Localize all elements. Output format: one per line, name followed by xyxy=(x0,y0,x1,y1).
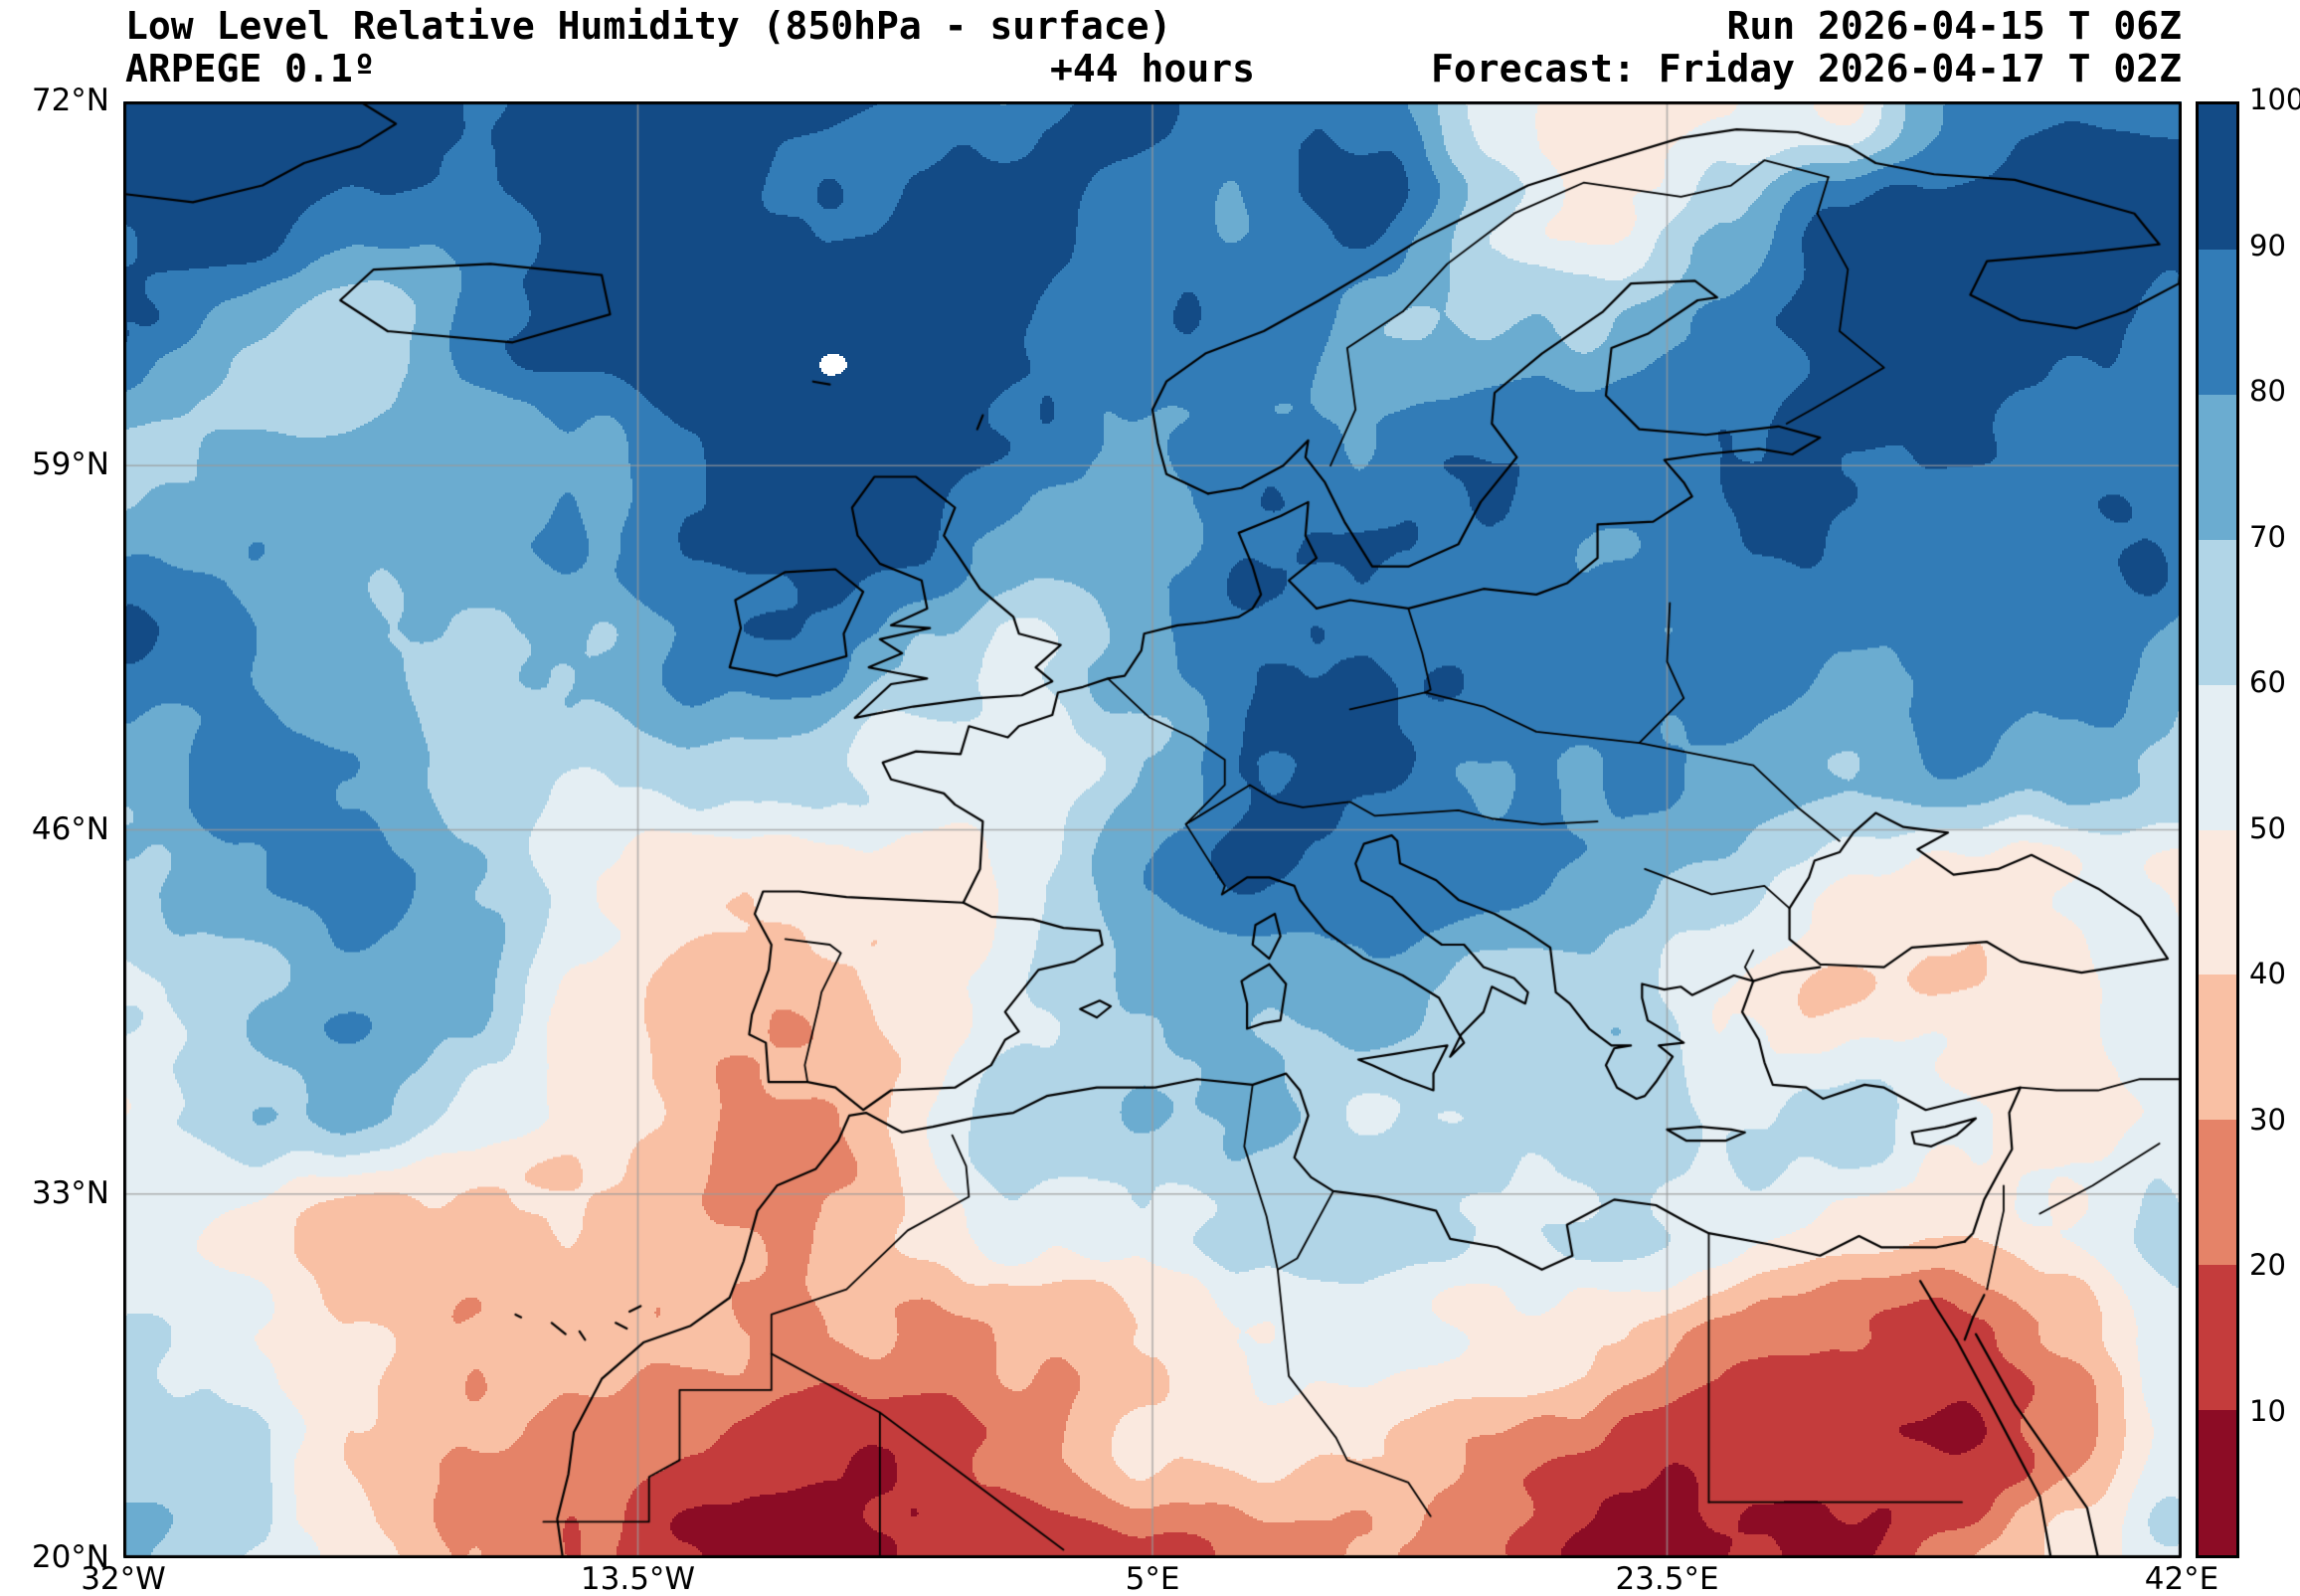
colorbar-tick-label: 40 xyxy=(2249,957,2286,990)
colorbar-segment xyxy=(2199,104,2236,250)
y-axis-tick-label: 20°N xyxy=(31,1539,109,1575)
colorbar-segment xyxy=(2199,394,2236,540)
colorbar-segment xyxy=(2199,684,2236,830)
y-axis-tick-label: 59°N xyxy=(31,446,109,483)
model-label: ARPEGE 0.1º xyxy=(125,47,376,90)
forecast-label: Forecast: Friday 2026-04-17 T 02Z xyxy=(1431,47,2182,90)
chart-title: Low Level Relative Humidity (850hPa - su… xyxy=(125,4,1172,48)
colorbar-tick-label: 80 xyxy=(2249,374,2286,408)
colorbar xyxy=(2196,101,2239,1558)
colorbar-segment xyxy=(2199,1265,2236,1411)
x-axis-tick-label: 42°E xyxy=(2144,1561,2219,1596)
y-axis-tick-label: 46°N xyxy=(31,810,109,847)
x-axis-tick-label: 32°W xyxy=(81,1561,166,1596)
colorbar-tick-label: 70 xyxy=(2249,519,2286,554)
colorbar-segment xyxy=(2199,539,2236,685)
colorbar-tick-label: 90 xyxy=(2249,228,2286,263)
colorbar-tick-label: 100 xyxy=(2249,83,2300,116)
colorbar-tick-label: 10 xyxy=(2249,1393,2286,1428)
colorbar-tick-label: 30 xyxy=(2249,1102,2286,1137)
colorbar-tick-label: 50 xyxy=(2249,810,2286,845)
map-overlay-canvas xyxy=(123,101,2182,1558)
y-axis-tick-label: 33°N xyxy=(31,1174,109,1211)
x-axis-tick-label: 13.5°W xyxy=(580,1561,696,1596)
colorbar-segment xyxy=(2199,1410,2236,1556)
map-plot-area xyxy=(123,101,2182,1558)
colorbar-segment xyxy=(2199,975,2236,1121)
colorbar-segment xyxy=(2199,1120,2236,1266)
colorbar-tick-label: 60 xyxy=(2249,665,2286,699)
y-axis-tick-label: 72°N xyxy=(31,83,109,118)
x-axis-tick-label: 23.5°E xyxy=(1615,1561,1719,1596)
run-label: Run 2026-04-15 T 06Z xyxy=(1726,4,2182,48)
colorbar-tick-label: 20 xyxy=(2249,1248,2286,1282)
colorbar-segment xyxy=(2199,249,2236,395)
x-axis-tick-label: 5°E xyxy=(1125,1561,1180,1596)
colorbar-segment xyxy=(2199,829,2236,975)
lead-time-label: +44 hours xyxy=(1050,47,1255,90)
